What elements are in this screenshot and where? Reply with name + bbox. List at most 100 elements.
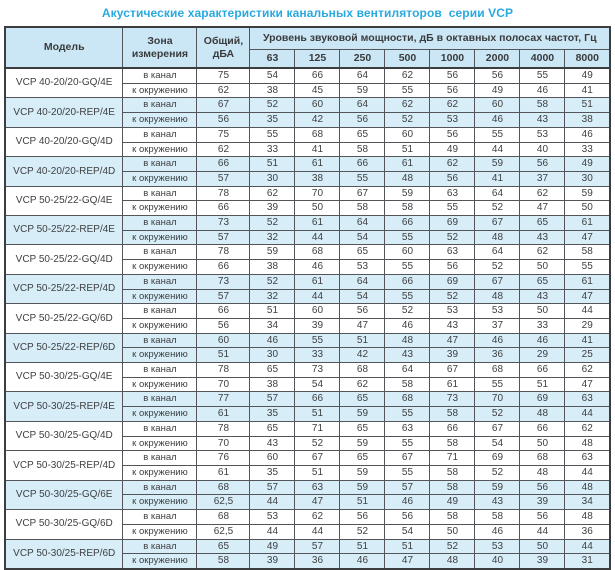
band-level-cell: 47 <box>519 200 566 217</box>
band-level-cell: 47 <box>294 494 341 511</box>
band-level-cell: 48 <box>474 288 521 305</box>
band-level-cell: 60 <box>474 97 521 114</box>
table-row-in-duct: VCP 50-30/25-GQ/4E в канал 78 65 73 68 64 67 68 6… <box>4 362 611 393</box>
table-row-in-duct: VCP 50-30/25-GQ/6E в канал 68 57 63 59 57 58 59 5… <box>4 479 611 511</box>
band-level-cell: 50 <box>294 200 341 217</box>
band-level-cell: 68 <box>519 450 566 466</box>
band-level-cell: 64 <box>384 362 431 378</box>
table-row-in-duct: VCP 50-30/25-GQ/6D в канал 68 53 62 56 56 58 58 5… <box>4 509 611 540</box>
band-level-cell: 52 <box>249 97 296 114</box>
band-level-cell: 41 <box>564 332 611 349</box>
zone-cell-ambient: к окружению <box>122 141 198 158</box>
table-row-in-duct: VCP 50-25/22-GQ/6D в канал 66 51 60 56 52 53 53 5… <box>4 303 611 334</box>
zone-cell-in-duct: в канал <box>122 185 198 202</box>
model-name-cell: VCP 40-20/20-GQ/4E <box>4 67 124 99</box>
band-level-cell: 53 <box>429 303 476 319</box>
column-header-total: Общий, дБА <box>196 26 251 69</box>
band-level-cell: 67 <box>429 362 476 378</box>
band-level-cell: 53 <box>474 538 521 555</box>
band-level-cell: 55 <box>474 376 521 393</box>
band-level-cell: 58 <box>429 406 476 422</box>
band-level-cell: 51 <box>339 332 386 349</box>
band-level-cell: 61 <box>564 273 611 290</box>
band-level-cell: 67 <box>474 273 521 290</box>
band-level-cell: 55 <box>384 288 431 305</box>
band-level-cell: 63 <box>429 185 476 202</box>
band-level-cell: 58 <box>429 509 476 525</box>
band-level-cell: 51 <box>519 376 566 393</box>
total-dba-cell: 57 <box>196 170 251 187</box>
total-dba-cell: 51 <box>196 347 251 364</box>
band-level-cell: 41 <box>474 170 521 187</box>
band-level-cell: 39 <box>519 494 566 511</box>
band-level-cell: 66 <box>519 362 566 378</box>
zone-cell-in-duct: в канал <box>122 273 198 290</box>
band-level-cell: 49 <box>249 538 296 555</box>
band-level-cell: 67 <box>474 215 521 231</box>
acoustic-characteristics-table: Модель Зона измерения Общий, дБА Уровень… <box>3 26 612 570</box>
total-dba-cell: 70 <box>196 376 251 393</box>
band-level-cell: 46 <box>519 332 566 349</box>
band-level-cell: 56 <box>429 170 476 187</box>
band-level-cell: 64 <box>339 67 386 84</box>
band-level-cell: 51 <box>339 494 386 511</box>
total-dba-cell: 78 <box>196 420 251 437</box>
band-level-cell: 52 <box>384 112 431 128</box>
table-row-ambient: к окружению 70 43 52 59 55 58 54 50 48 <box>5 435 611 452</box>
band-level-cell: 38 <box>249 259 296 275</box>
total-dba-cell: 65 <box>196 538 251 555</box>
column-header-frequency: 500 <box>384 49 431 69</box>
band-level-cell: 64 <box>339 273 386 290</box>
band-level-cell: 37 <box>474 317 521 334</box>
band-level-cell: 33 <box>294 347 341 364</box>
band-level-cell: 48 <box>519 464 566 481</box>
total-dba-cell: 62,5 <box>196 494 251 511</box>
band-level-cell: 50 <box>519 303 566 319</box>
band-level-cell: 50 <box>564 200 611 217</box>
table-row-ambient: к окружению 62 33 41 58 51 49 44 40 33 <box>5 141 611 158</box>
band-level-cell: 59 <box>339 82 386 99</box>
band-level-cell: 38 <box>294 170 341 187</box>
band-level-cell: 65 <box>249 362 296 378</box>
band-level-cell: 39 <box>294 317 341 334</box>
band-level-cell: 55 <box>429 200 476 217</box>
band-level-cell: 44 <box>564 464 611 481</box>
table-row-ambient: к окружению 56 35 42 56 52 53 46 43 38 <box>5 112 611 128</box>
band-level-cell: 61 <box>294 273 341 290</box>
band-level-cell: 67 <box>384 450 431 466</box>
zone-cell-ambient: к окружению <box>122 494 198 511</box>
band-level-cell: 42 <box>294 112 341 128</box>
band-level-cell: 30 <box>564 170 611 187</box>
band-level-cell: 56 <box>429 126 476 143</box>
band-level-cell: 54 <box>294 376 341 393</box>
band-level-cell: 51 <box>564 97 611 114</box>
total-dba-cell: 73 <box>196 273 251 290</box>
band-level-cell: 70 <box>474 391 521 408</box>
band-level-cell: 48 <box>519 406 566 422</box>
band-level-cell: 53 <box>429 112 476 128</box>
band-level-cell: 25 <box>564 347 611 364</box>
band-level-cell: 67 <box>474 420 521 437</box>
band-level-cell: 53 <box>519 126 566 143</box>
column-header-frequency: 2000 <box>474 49 521 69</box>
band-level-cell: 49 <box>474 82 521 99</box>
band-level-cell: 42 <box>339 347 386 364</box>
band-level-cell: 66 <box>384 273 431 290</box>
band-level-cell: 65 <box>339 391 386 408</box>
model-name-cell: VCP 50-25/22-GQ/4D <box>4 244 124 275</box>
band-level-cell: 55 <box>384 229 431 246</box>
band-level-cell: 61 <box>429 376 476 393</box>
band-level-cell: 35 <box>249 112 296 128</box>
zone-cell-ambient: к окружению <box>122 553 198 570</box>
zone-cell-in-duct: в канал <box>122 156 198 172</box>
band-level-cell: 48 <box>384 170 431 187</box>
total-dba-cell: 66 <box>196 200 251 217</box>
band-level-cell: 51 <box>294 406 341 422</box>
table-row-in-duct: VCP 50-25/22-REP/6D в канал 60 46 55 51 48 47 46… <box>4 332 611 364</box>
model-name-cell: VCP 50-30/25-REP/4E <box>4 391 124 422</box>
model-name-cell: VCP 50-30/25-REP/6D <box>4 538 124 570</box>
table-row-ambient: к окружению 58 39 36 46 47 48 40 39 31 <box>5 553 611 570</box>
band-level-cell: 46 <box>339 553 386 570</box>
band-level-cell: 68 <box>294 244 341 261</box>
band-level-cell: 52 <box>249 215 296 231</box>
